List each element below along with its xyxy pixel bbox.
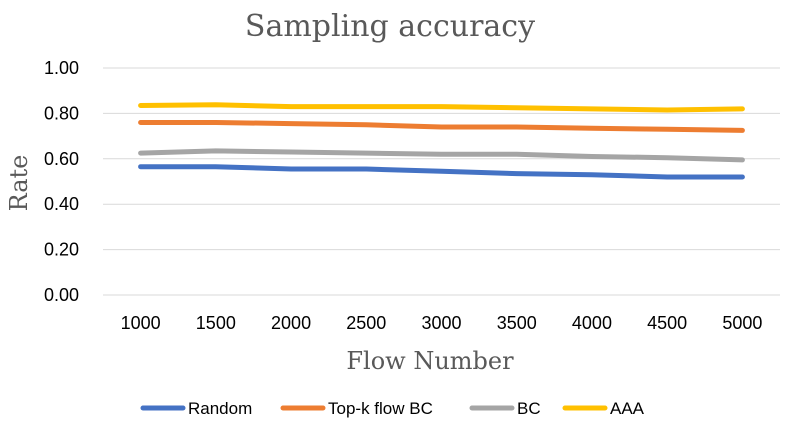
x-tick-label: 3500 bbox=[497, 313, 537, 333]
chart-title: Sampling accuracy bbox=[245, 9, 535, 44]
gridlines bbox=[103, 67, 780, 296]
legend-label: AAA bbox=[610, 399, 645, 418]
x-axis-title: Flow Number bbox=[346, 347, 514, 375]
x-tick-label: 4000 bbox=[572, 313, 612, 333]
x-tick-label: 4500 bbox=[647, 313, 687, 333]
legend-label: Random bbox=[188, 399, 252, 418]
legend: Random Top-k flow BC BC AAA bbox=[140, 399, 645, 418]
series-line-bc bbox=[138, 148, 745, 163]
series-line-top-k-flow-bc bbox=[138, 120, 745, 133]
y-tick-label: 1.00 bbox=[44, 58, 79, 78]
series-line-random bbox=[138, 164, 745, 180]
y-tick-label: 0.20 bbox=[44, 240, 79, 260]
series-line-aaa bbox=[138, 102, 745, 113]
y-tick-label: 0.80 bbox=[44, 103, 79, 123]
y-tick-label: 0.40 bbox=[44, 194, 79, 214]
x-tick-label: 5000 bbox=[722, 313, 762, 333]
y-tick-label: 0.60 bbox=[44, 149, 79, 169]
legend-label: BC bbox=[517, 399, 541, 418]
x-tick-label: 1500 bbox=[196, 313, 236, 333]
x-tick-label: 3000 bbox=[421, 313, 461, 333]
x-tick-label: 2000 bbox=[271, 313, 311, 333]
x-axis-ticks: 1000 1500 2000 2500 3000 3500 4000 4500 5000 bbox=[121, 313, 763, 333]
x-tick-label: 2500 bbox=[346, 313, 386, 333]
y-tick-label: 0.00 bbox=[44, 285, 79, 305]
y-axis-title: Rate bbox=[5, 155, 33, 212]
x-tick-label: 1000 bbox=[121, 313, 161, 333]
y-axis-ticks: 0.00 0.20 0.40 0.60 0.80 1.00 bbox=[44, 58, 79, 305]
legend-label: Top-k flow BC bbox=[328, 399, 433, 418]
series-lines bbox=[138, 102, 745, 180]
